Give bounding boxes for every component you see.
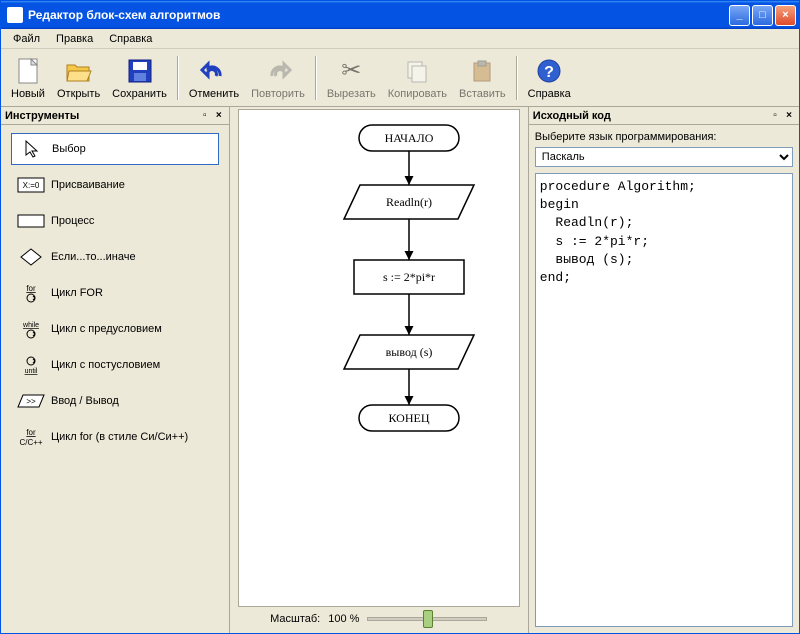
svg-text:?: ?: [544, 64, 554, 81]
undo-icon: [199, 56, 229, 86]
zoom-bar: Масштаб: 100 %: [238, 607, 520, 631]
redo-button[interactable]: Повторить: [245, 52, 311, 104]
separator-icon: [177, 56, 179, 100]
source-panel: Исходный код ▫ × Выберите язык программи…: [528, 107, 799, 633]
svg-text:s := 2*pi*r: s := 2*pi*r: [383, 270, 435, 284]
window-controls: _ □ ×: [729, 5, 796, 26]
new-button[interactable]: Новый: [5, 52, 51, 104]
svg-text:X:=0: X:=0: [23, 181, 40, 190]
tools-list: Выбор X:=0 Присваивание Процесс Если...т…: [1, 125, 229, 465]
svg-text:>>: >>: [26, 397, 36, 406]
paste-button[interactable]: Вставить: [453, 52, 512, 104]
tool-assign[interactable]: X:=0 Присваивание: [11, 169, 219, 201]
menu-help[interactable]: Справка: [101, 31, 160, 47]
paste-icon: [467, 56, 497, 86]
assign-icon: X:=0: [17, 175, 45, 195]
zoom-slider[interactable]: [367, 617, 487, 621]
svg-text:НАЧАЛО: НАЧАЛО: [384, 131, 433, 145]
svg-text:until: until: [25, 368, 38, 375]
tools-panel-header: Инструменты ▫ ×: [1, 107, 229, 125]
cut-icon: ✂: [336, 56, 366, 86]
help-icon: ?: [534, 56, 564, 86]
tool-if[interactable]: Если...то...иначе: [11, 241, 219, 273]
language-select[interactable]: Паскаль: [535, 147, 793, 167]
zoom-label: Масштаб:: [270, 613, 320, 625]
cfor-icon: forC/C++: [17, 427, 45, 447]
svg-text:C/C++: C/C++: [19, 438, 42, 447]
until-icon: until: [17, 355, 45, 375]
open-button[interactable]: Открыть: [51, 52, 106, 104]
tool-until[interactable]: until Цикл с постусловием: [11, 349, 219, 381]
save-button[interactable]: Сохранить: [106, 52, 173, 104]
pin-icon[interactable]: ▫: [769, 110, 781, 122]
maximize-button[interactable]: □: [752, 5, 773, 26]
separator-icon: [516, 56, 518, 100]
minimize-button[interactable]: _: [729, 5, 750, 26]
open-icon: [64, 56, 94, 86]
tool-cfor[interactable]: forC/C++ Цикл for (в стиле Си/Си++): [11, 421, 219, 453]
cut-button[interactable]: ✂ Вырезать: [321, 52, 382, 104]
process-icon: [17, 211, 45, 231]
flowchart-canvas[interactable]: НАЧАЛО Readln(r) s := 2*pi*r вывод (s) КОНЕЦ: [238, 109, 520, 607]
tool-for[interactable]: for Цикл FOR: [11, 277, 219, 309]
redo-icon: [263, 56, 293, 86]
pin-icon[interactable]: ▫: [199, 110, 211, 122]
toolbar: Новый Открыть Сохранить Отменить Повтор: [1, 49, 799, 107]
svg-text:КОНЕЦ: КОНЕЦ: [388, 411, 429, 425]
workspace: Инструменты ▫ × Выбор X:=0 Присваивание …: [1, 107, 799, 633]
cursor-icon: [18, 139, 46, 159]
zoom-value: 100 %: [328, 613, 359, 625]
source-panel-header: Исходный код ▫ ×: [529, 107, 799, 125]
menu-file[interactable]: Файл: [5, 31, 48, 47]
svg-text:while: while: [22, 322, 39, 329]
svg-text:for: for: [26, 284, 36, 293]
panel-close-icon[interactable]: ×: [783, 110, 795, 122]
window-title: Редактор блок-схем алгоритмов: [28, 8, 729, 22]
tool-io[interactable]: >> Ввод / Вывод: [11, 385, 219, 417]
panel-close-icon[interactable]: ×: [213, 110, 225, 122]
while-icon: while: [17, 319, 45, 339]
save-icon: [125, 56, 155, 86]
svg-text:for: for: [26, 428, 36, 437]
app-icon: [7, 7, 23, 23]
close-button[interactable]: ×: [775, 5, 796, 26]
copy-icon: [402, 56, 432, 86]
titlebar: Редактор блок-схем алгоритмов _ □ ×: [1, 1, 799, 29]
help-button[interactable]: ? Справка: [522, 52, 577, 104]
menubar: Файл Правка Справка: [1, 29, 799, 49]
copy-button[interactable]: Копировать: [382, 52, 453, 104]
language-label: Выберите язык программирования:: [535, 131, 793, 143]
undo-button[interactable]: Отменить: [183, 52, 245, 104]
new-icon: [13, 56, 43, 86]
tools-panel: Инструменты ▫ × Выбор X:=0 Присваивание …: [1, 107, 230, 633]
separator-icon: [315, 56, 317, 100]
for-icon: for: [17, 283, 45, 303]
diamond-icon: [17, 247, 45, 267]
menu-edit[interactable]: Правка: [48, 31, 101, 47]
code-output[interactable]: procedure Algorithm; begin Readln(r); s …: [535, 173, 793, 627]
source-body: Выберите язык программирования: Паскаль …: [529, 125, 799, 633]
slider-thumb-icon[interactable]: [423, 610, 433, 628]
io-icon: >>: [17, 391, 45, 411]
app-window: Редактор блок-схем алгоритмов _ □ × Файл…: [0, 0, 800, 634]
svg-text:Readln(r): Readln(r): [386, 195, 432, 209]
tool-process[interactable]: Процесс: [11, 205, 219, 237]
center-area: НАЧАЛО Readln(r) s := 2*pi*r вывод (s) КОНЕЦ…: [230, 107, 528, 633]
tool-while[interactable]: while Цикл с предусловием: [11, 313, 219, 345]
tool-select[interactable]: Выбор: [11, 133, 219, 165]
svg-text:вывод (s): вывод (s): [385, 345, 432, 359]
